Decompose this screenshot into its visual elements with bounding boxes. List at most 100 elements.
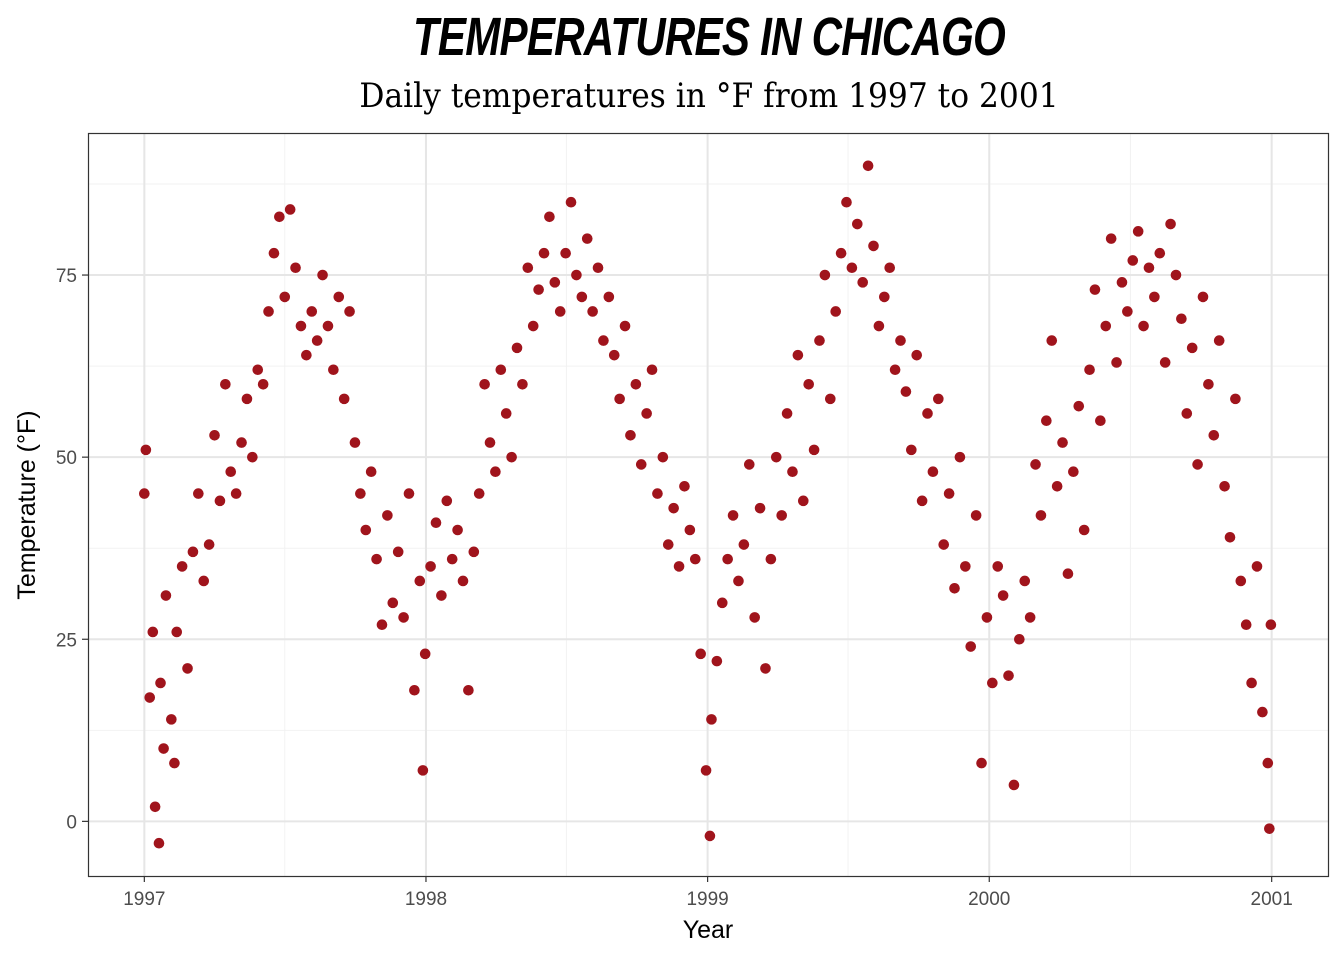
data-point xyxy=(403,488,415,499)
data-point xyxy=(290,262,301,274)
data-point xyxy=(679,480,690,492)
data-point xyxy=(933,393,944,405)
data-point xyxy=(500,408,512,419)
data-point xyxy=(619,320,631,332)
data-point xyxy=(398,612,409,623)
data-point xyxy=(781,408,793,419)
data-point xyxy=(301,349,312,361)
data-point xyxy=(1265,619,1277,630)
data-point xyxy=(646,364,658,376)
data-point xyxy=(1078,524,1090,536)
data-point xyxy=(544,211,555,223)
data-point xyxy=(360,524,372,536)
data-point xyxy=(954,451,966,463)
data-point xyxy=(171,626,183,638)
data-point xyxy=(862,160,874,172)
data-point xyxy=(738,539,750,550)
data-point xyxy=(511,342,523,354)
data-point xyxy=(554,306,566,317)
data-point xyxy=(662,539,674,550)
data-point xyxy=(203,539,215,550)
y-tick-label: 25 xyxy=(56,630,77,651)
data-point xyxy=(376,619,388,630)
data-point xyxy=(328,364,339,376)
data-point xyxy=(344,306,355,317)
data-point xyxy=(987,677,998,689)
data-point xyxy=(922,408,933,419)
data-point xyxy=(560,247,571,259)
data-point xyxy=(587,306,598,317)
data-point xyxy=(446,553,458,565)
data-point xyxy=(981,612,993,623)
data-point xyxy=(1132,226,1144,237)
data-point xyxy=(1111,357,1122,368)
data-point xyxy=(684,524,696,536)
data-point xyxy=(641,408,652,419)
data-point xyxy=(139,488,150,499)
data-point xyxy=(938,539,950,550)
data-point xyxy=(857,277,869,288)
data-point xyxy=(365,466,377,478)
data-point xyxy=(673,561,685,572)
data-point xyxy=(506,451,517,463)
data-point xyxy=(868,240,879,252)
data-point xyxy=(419,648,431,660)
data-point xyxy=(916,495,928,507)
data-point xyxy=(873,320,885,332)
data-point xyxy=(1062,568,1074,580)
data-point xyxy=(1138,320,1149,332)
data-point xyxy=(382,510,393,521)
y-tick-label: 0 xyxy=(66,812,77,833)
chart-subtitle: Daily temperatures in °F from 1997 to 20… xyxy=(359,76,1059,116)
data-point xyxy=(997,590,1009,601)
data-point xyxy=(355,488,366,499)
data-point xyxy=(153,837,165,849)
data-point xyxy=(711,655,723,667)
data-point xyxy=(1122,306,1133,317)
data-point xyxy=(733,575,744,587)
data-point xyxy=(846,262,858,274)
y-tick-label: 50 xyxy=(56,448,77,469)
data-point xyxy=(220,379,231,390)
data-point xyxy=(409,684,420,696)
data-point xyxy=(441,495,453,507)
data-point xyxy=(603,291,615,303)
data-point xyxy=(895,335,906,346)
data-point xyxy=(1170,269,1182,281)
data-point xyxy=(1051,480,1063,492)
data-point xyxy=(1116,277,1128,288)
data-point xyxy=(1095,415,1106,427)
data-point xyxy=(1262,757,1274,769)
data-point xyxy=(1165,218,1176,230)
data-point xyxy=(754,502,766,514)
data-point xyxy=(776,510,787,521)
y-axis-label: Temperature (°F) xyxy=(13,410,41,599)
data-point xyxy=(371,553,382,565)
data-point xyxy=(1046,335,1058,346)
data-point xyxy=(1105,233,1117,244)
data-point xyxy=(960,561,971,572)
data-point xyxy=(787,466,798,478)
data-point xyxy=(976,757,987,769)
data-point xyxy=(1100,320,1112,332)
x-tick-label: 1997 xyxy=(123,889,165,910)
data-point xyxy=(1041,415,1052,427)
data-point xyxy=(522,262,534,274)
data-point xyxy=(169,757,180,769)
data-point xyxy=(1008,779,1020,791)
data-point xyxy=(414,575,426,587)
data-point xyxy=(808,444,820,456)
data-point xyxy=(322,320,334,332)
data-point xyxy=(625,429,636,441)
y-tick-label: 75 xyxy=(56,266,77,287)
data-point xyxy=(473,488,485,499)
data-point xyxy=(484,437,496,448)
data-point xyxy=(695,648,706,660)
data-point xyxy=(1219,480,1230,492)
data-point xyxy=(1186,342,1198,354)
data-point xyxy=(317,269,328,281)
data-point xyxy=(182,663,193,674)
data-point xyxy=(749,612,760,623)
data-point xyxy=(284,204,296,215)
